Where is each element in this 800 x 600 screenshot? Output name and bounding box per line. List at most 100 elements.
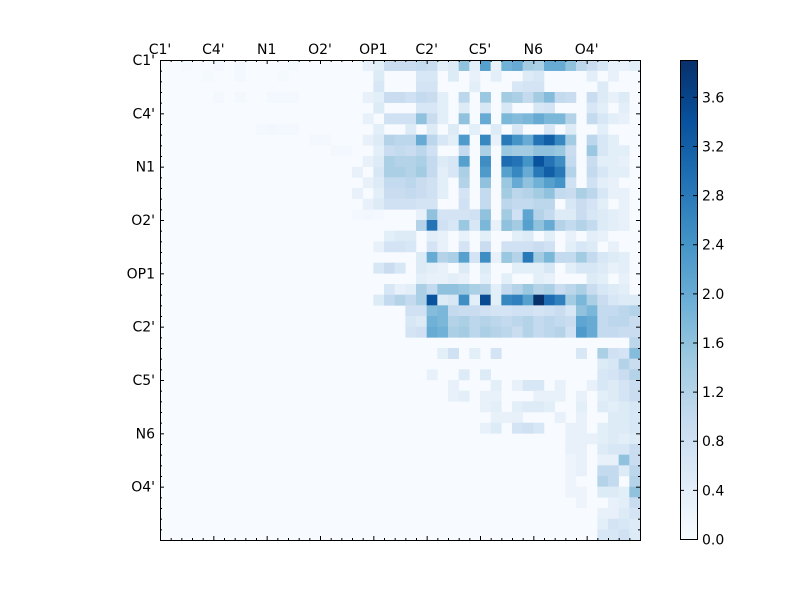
heatmap-cell	[576, 316, 587, 327]
heatmap-cell	[469, 81, 481, 93]
heatmap-cell	[426, 369, 438, 381]
heatmap-cell	[565, 145, 577, 157]
heatmap-cell	[362, 177, 374, 189]
heatmap-cell	[480, 230, 491, 242]
heatmap-cell	[586, 316, 598, 327]
heatmap-cell	[522, 294, 534, 306]
heatmap-cell	[490, 252, 502, 263]
heatmap-cell	[458, 102, 470, 114]
heatmap-cell	[597, 284, 609, 295]
heatmap-cell	[597, 316, 609, 327]
heatmap-cell	[618, 390, 630, 402]
heatmap-cell	[373, 198, 385, 210]
heatmap-cell	[384, 145, 395, 157]
heatmap-cell	[576, 486, 587, 498]
heatmap-cell	[394, 60, 406, 71]
heatmap-cell	[597, 401, 609, 413]
heatmap-cell	[373, 81, 385, 93]
heatmap-cell	[426, 252, 438, 263]
heatmap-cell	[618, 166, 630, 178]
heatmap-cell	[629, 486, 641, 498]
heatmap-cell	[458, 241, 470, 253]
heatmap-cell	[554, 60, 566, 71]
heatmap-cell	[565, 486, 577, 498]
heatmap-cell	[576, 401, 587, 413]
y-tick-label: OP1	[127, 266, 155, 282]
heatmap-cell	[544, 401, 555, 413]
heatmap-cell	[597, 177, 609, 189]
heatmap-cell	[554, 252, 566, 263]
heatmap-cell	[597, 518, 609, 530]
heatmap-cell	[533, 380, 545, 391]
heatmap-cell	[469, 316, 481, 327]
heatmap-cell	[448, 124, 459, 135]
heatmap-cell	[405, 241, 417, 253]
heatmap-cell	[586, 284, 598, 295]
heatmap-cell	[597, 348, 609, 359]
heatmap-cell	[554, 209, 566, 221]
heatmap-cell	[458, 145, 470, 157]
heatmap-cell	[533, 422, 545, 434]
heatmap-cell	[416, 134, 427, 146]
x-tick-label: O2'	[308, 42, 332, 58]
heatmap-cell	[512, 60, 523, 71]
heatmap-cell	[448, 60, 459, 71]
heatmap-cell	[608, 188, 619, 199]
heatmap-cell	[501, 316, 513, 327]
x-tick-label: N6	[524, 42, 543, 58]
heatmap-cell	[554, 305, 566, 317]
heatmap-cell	[597, 273, 609, 285]
heatmap-cell	[544, 102, 555, 114]
heatmap-cell	[490, 326, 502, 338]
heatmap-cell	[448, 156, 459, 167]
heatmap-cell	[490, 401, 502, 413]
heatmap-cell	[576, 390, 587, 402]
heatmap-cell	[522, 156, 534, 167]
y-tick-labels: C1' C4' N1 O2' OP1 C2' C5' N6 O4'	[127, 53, 155, 496]
heatmap-cell	[629, 508, 641, 519]
heatmap-cell	[437, 177, 449, 189]
heatmap-cell	[597, 113, 609, 125]
colorbar-tick-label: 3.6	[702, 90, 724, 106]
heatmap-cell	[426, 198, 438, 210]
heatmap-cell	[554, 412, 566, 423]
heatmap-cell	[480, 60, 491, 71]
heatmap-cell	[512, 241, 523, 253]
heatmap-cell	[586, 92, 598, 103]
heatmap-cell	[480, 198, 491, 210]
heatmap-cell	[629, 518, 641, 530]
heatmap-cell	[586, 60, 598, 71]
heatmap-cell	[416, 305, 427, 317]
heatmap-cell	[512, 326, 523, 338]
heatmap-cell	[405, 188, 417, 199]
heatmap-cell	[512, 380, 523, 391]
heatmap-cell	[597, 358, 609, 370]
heatmap-cell	[437, 209, 449, 221]
heatmap-cell	[181, 60, 193, 71]
heatmap-cell	[618, 156, 630, 167]
heatmap-cell	[501, 284, 513, 295]
heatmap-cell	[533, 284, 545, 295]
heatmap-cell	[405, 124, 417, 135]
heatmap-cell	[597, 198, 609, 210]
heatmap-cell	[384, 284, 395, 295]
heatmap-cell	[608, 284, 619, 295]
heatmap-cell	[608, 444, 619, 455]
heatmap-cell	[405, 198, 417, 210]
heatmap-cell	[565, 465, 577, 477]
heatmap-cell	[480, 188, 491, 199]
heatmap-cell	[533, 241, 545, 253]
heatmap-cell	[533, 326, 545, 338]
heatmap-cell	[608, 177, 619, 189]
heatmap-cell	[576, 60, 587, 71]
heatmap-cell	[501, 92, 513, 103]
heatmap-cell	[608, 508, 619, 519]
heatmap-cell	[522, 380, 534, 391]
heatmap-cell	[405, 92, 417, 103]
heatmap-cell	[586, 433, 598, 445]
heatmap-cell	[405, 316, 417, 327]
heatmap-cell	[490, 412, 502, 423]
heatmap-cell	[405, 177, 417, 189]
heatmap-cell	[490, 316, 502, 327]
heatmap-cell	[512, 134, 523, 146]
